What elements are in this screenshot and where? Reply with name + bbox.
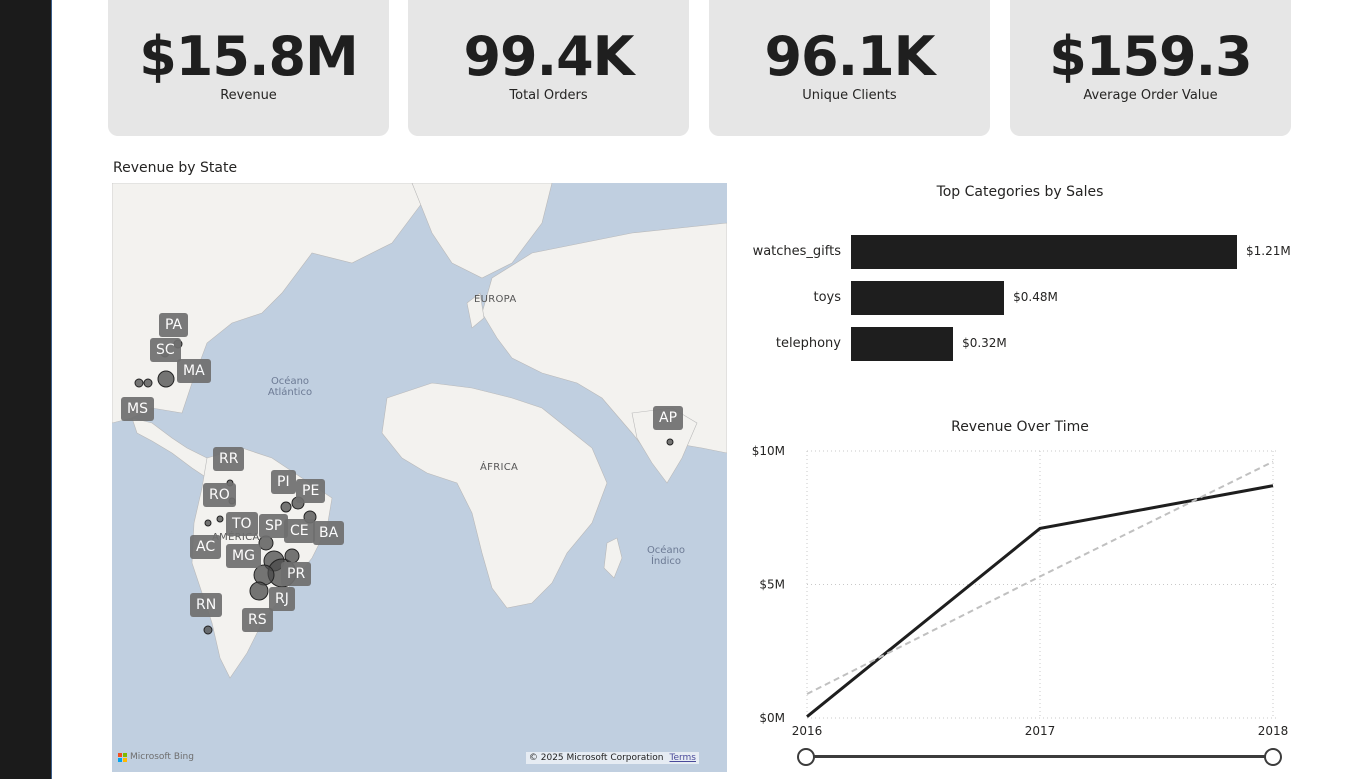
state-tag-ce[interactable]: CE bbox=[284, 519, 315, 544]
state-tag-ba[interactable]: BA bbox=[313, 521, 345, 546]
map-label-atlantic: Océano Atlántico bbox=[267, 376, 313, 398]
kpi-value: $15.8M bbox=[139, 25, 359, 88]
map-label-indian: Océano Índico bbox=[646, 545, 686, 567]
kpi-card-total-orders[interactable]: 99.4K Total Orders bbox=[408, 0, 689, 136]
rail-edge bbox=[51, 0, 52, 779]
left-rail bbox=[0, 0, 52, 779]
y-tick-label: $10M bbox=[752, 444, 785, 458]
kpi-label: Revenue bbox=[220, 88, 277, 103]
bar-value-label: $1.21M bbox=[1246, 244, 1291, 258]
bing-logo: Microsoft Bing bbox=[118, 752, 194, 762]
bar-category-label: telephony bbox=[775, 336, 841, 351]
state-tag-rj[interactable]: RJ bbox=[269, 587, 295, 612]
bar-value-label: $0.32M bbox=[962, 336, 1007, 350]
kpi-label: Unique Clients bbox=[802, 88, 897, 103]
x-tick-label: 2017 bbox=[1025, 724, 1056, 738]
bar-category-label: watches_gifts bbox=[752, 244, 841, 259]
kpi-label: Average Order Value bbox=[1083, 88, 1218, 103]
state-tag-ma[interactable]: MA bbox=[177, 359, 211, 384]
map-label-america: AMÉRICA bbox=[212, 532, 260, 543]
state-tag-ro[interactable]: RO bbox=[203, 483, 236, 508]
kpi-card-revenue[interactable]: $15.8M Revenue bbox=[108, 0, 389, 136]
revenue-map[interactable]: EUROPA ÁFRICA AMÉRICA Océano Atlántico O… bbox=[112, 183, 727, 772]
map-title: Revenue by State bbox=[113, 160, 238, 176]
map-land-shapes bbox=[112, 183, 727, 679]
bar-chart-title: Top Categories by Sales bbox=[936, 184, 1104, 200]
state-tag-rs[interactable]: RS bbox=[242, 608, 273, 633]
state-tag-ms[interactable]: MS bbox=[121, 397, 154, 422]
x-tick-label: 2018 bbox=[1258, 724, 1289, 738]
map-copyright: © 2025 Microsoft Corporation Terms bbox=[525, 752, 699, 764]
map-label-africa: ÁFRICA bbox=[480, 462, 519, 473]
kpi-card-average-order-value[interactable]: $159.3 Average Order Value bbox=[1010, 0, 1291, 136]
date-slider-track[interactable] bbox=[806, 755, 1273, 758]
state-tag-sc[interactable]: SC bbox=[150, 338, 181, 363]
line-chart-title: Revenue Over Time bbox=[951, 419, 1089, 435]
bar-toys[interactable] bbox=[851, 281, 1005, 315]
state-tag-sp[interactable]: SP bbox=[259, 514, 289, 539]
bing-logo-text: Microsoft Bing bbox=[130, 752, 194, 762]
kpi-value: 96.1K bbox=[764, 25, 935, 88]
date-slider-start-handle[interactable] bbox=[797, 748, 815, 766]
state-tag-mg[interactable]: MG bbox=[226, 544, 261, 569]
bar-category-label: toys bbox=[813, 290, 841, 305]
kpi-label: Total Orders bbox=[509, 88, 588, 103]
bar-value-label: $0.48M bbox=[1013, 290, 1058, 304]
kpi-value: 99.4K bbox=[463, 25, 634, 88]
state-tag-pi[interactable]: PI bbox=[271, 470, 296, 495]
state-tag-pr[interactable]: PR bbox=[281, 562, 312, 587]
line-chart[interactable]: $0M $5M $10M 2016 2017 2018 bbox=[750, 440, 1290, 740]
state-tag-ac[interactable]: AC bbox=[190, 535, 222, 560]
kpi-card-unique-clients[interactable]: 96.1K Unique Clients bbox=[709, 0, 990, 136]
bar-telephony[interactable] bbox=[851, 327, 954, 361]
state-tag-rr[interactable]: RR bbox=[213, 447, 245, 472]
y-tick-label: $0M bbox=[759, 711, 785, 725]
state-tag-ap[interactable]: AP bbox=[653, 406, 684, 431]
state-tag-pe[interactable]: PE bbox=[296, 479, 326, 504]
state-tag-pa[interactable]: PA bbox=[159, 313, 189, 338]
state-tag-rn[interactable]: RN bbox=[190, 593, 223, 618]
terms-link[interactable]: Terms bbox=[669, 753, 696, 763]
state-tag-to[interactable]: TO bbox=[226, 512, 258, 537]
trend-line bbox=[806, 460, 1274, 695]
date-slider-end-handle[interactable] bbox=[1264, 748, 1282, 766]
bar-watches_gifts[interactable] bbox=[851, 235, 1237, 269]
kpi-value: $159.3 bbox=[1049, 25, 1252, 88]
revenue-line bbox=[806, 484, 1274, 718]
microsoft-logo-icon bbox=[118, 752, 127, 762]
map-label-europe: EUROPA bbox=[474, 294, 517, 305]
y-tick-label: $5M bbox=[759, 578, 785, 592]
x-tick-label: 2016 bbox=[792, 724, 823, 738]
copyright-text: © 2025 Microsoft Corporation bbox=[528, 753, 664, 763]
